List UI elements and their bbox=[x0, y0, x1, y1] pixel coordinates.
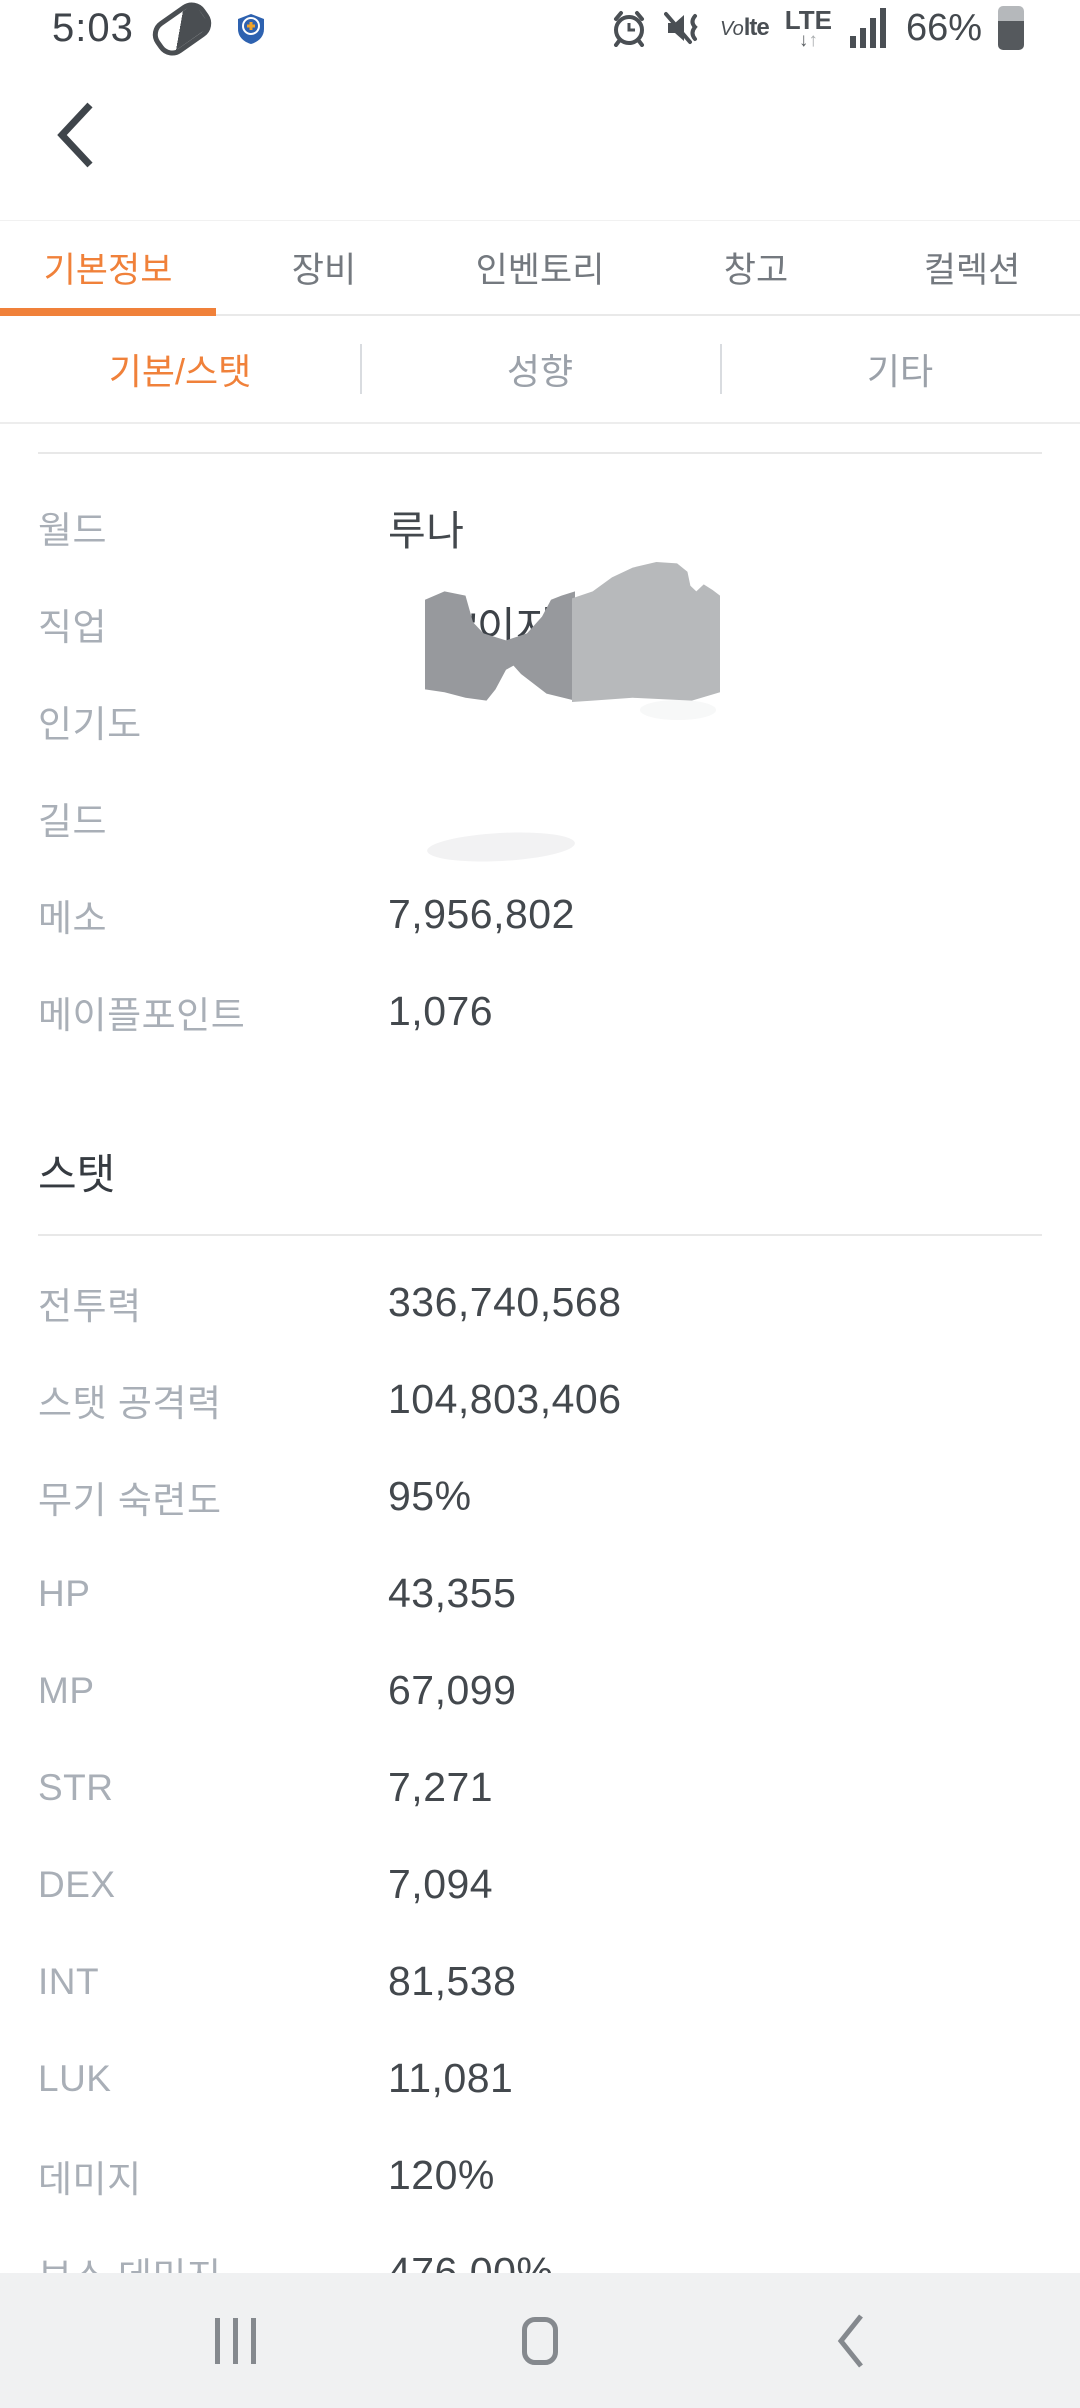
row-maple-point: 메이플포인트 1,076 bbox=[0, 963, 1080, 1060]
row-fame: 인기도 bbox=[0, 672, 1080, 769]
row-value: 루나 bbox=[388, 507, 465, 554]
row-int: INT 81,538 bbox=[0, 1933, 1080, 2030]
lte-network-icon: LTE ↓↑ bbox=[784, 4, 832, 51]
row-value: 81,538 bbox=[388, 1958, 517, 2004]
tab-inventory[interactable]: 인벤토리 bbox=[475, 251, 605, 290]
row-value: 43,355 bbox=[388, 1570, 517, 1616]
clock-time: 5:03 bbox=[52, 6, 134, 50]
subtab-basic-stats[interactable]: 기본/스탯 bbox=[108, 351, 252, 392]
home-icon bbox=[522, 2316, 558, 2365]
row-value: 104,803,406 bbox=[388, 1376, 622, 1422]
row-value: 67,099 bbox=[388, 1667, 517, 1713]
section-divider bbox=[38, 1234, 1042, 1236]
nav-back-button[interactable] bbox=[600, 2273, 1080, 2408]
nav-back-icon bbox=[837, 2313, 863, 2368]
row-label: LUK bbox=[38, 2057, 112, 2099]
recents-icon bbox=[215, 2317, 256, 2364]
status-bar: 5:03 Volte L bbox=[0, 0, 1080, 62]
subtab-tendency[interactable]: 성향 bbox=[506, 351, 574, 392]
back-button[interactable] bbox=[50, 97, 102, 173]
subtab-separator bbox=[720, 344, 722, 394]
section-divider bbox=[38, 452, 1042, 454]
row-mp: MP 67,099 bbox=[0, 1642, 1080, 1739]
basic-info-rows: 월드 루나 직업 인기도 길드 메소 7,956,802 메이플포인트 1,07… bbox=[0, 454, 1080, 1060]
row-value: 120% bbox=[388, 2152, 495, 2198]
row-label: DEX bbox=[38, 1863, 116, 1905]
row-label: 메소 bbox=[38, 897, 108, 939]
row-label: 길드 bbox=[38, 800, 108, 842]
home-button[interactable] bbox=[0, 2273, 1080, 2408]
row-label: 전투력 bbox=[38, 1285, 142, 1327]
row-label: 스탯 공격력 bbox=[38, 1382, 222, 1424]
row-value: 336,740,568 bbox=[388, 1279, 622, 1325]
row-label: 메이플포인트 bbox=[38, 994, 246, 1036]
subtab-separator bbox=[360, 344, 362, 394]
row-str: STR 7,271 bbox=[0, 1739, 1080, 1836]
character-info-content: 월드 루나 직업 인기도 길드 메소 7,956,802 메이플포인트 1,07… bbox=[0, 424, 1080, 2321]
page-header bbox=[0, 75, 1080, 220]
row-label: STR bbox=[38, 1766, 114, 1808]
selected-tab-underline bbox=[0, 308, 216, 316]
stats-rows: 전투력 336,740,568 스탯 공격력 104,803,406 무기 숙련… bbox=[0, 1236, 1080, 2321]
row-value: 95% bbox=[388, 1473, 472, 1519]
sub-tab-bar: 기본/스탯 성향 기타 bbox=[0, 316, 1080, 424]
row-label: INT bbox=[38, 1960, 100, 2002]
row-guild: 길드 bbox=[0, 769, 1080, 866]
android-navigation-bar bbox=[0, 2273, 1080, 2408]
alarm-icon bbox=[610, 9, 648, 47]
stats-section-title: 스탯 bbox=[38, 1151, 116, 1198]
mute-vibrate-icon bbox=[664, 10, 704, 46]
row-label: 인기도 bbox=[38, 703, 142, 745]
row-value: 11,081 bbox=[388, 2055, 514, 2101]
volte-icon: Volte bbox=[720, 14, 770, 41]
subtab-etc[interactable]: 기타 bbox=[866, 351, 934, 392]
tab-collection[interactable]: 컬렉션 bbox=[923, 251, 1021, 290]
row-dex: DEX 7,094 bbox=[0, 1836, 1080, 1933]
security-shield-icon bbox=[229, 7, 272, 50]
tab-equipment[interactable]: 장비 bbox=[291, 251, 357, 290]
row-label: 월드 bbox=[38, 509, 108, 551]
tab-storage[interactable]: 창고 bbox=[723, 251, 789, 290]
recents-button[interactable] bbox=[0, 2273, 480, 2408]
row-world: 월드 루나 bbox=[0, 478, 1080, 575]
row-hp: HP 43,355 bbox=[0, 1545, 1080, 1642]
tab-basic-info[interactable]: 기본정보 bbox=[43, 251, 173, 290]
row-label: HP bbox=[38, 1572, 91, 1614]
row-stat-attack: 스탯 공격력 104,803,406 bbox=[0, 1351, 1080, 1448]
row-value: 1,076 bbox=[388, 988, 494, 1034]
row-weapon-mastery: 무기 숙련도 95% bbox=[0, 1448, 1080, 1545]
pill-notification-icon bbox=[146, 0, 218, 62]
row-label: 데미지 bbox=[38, 2158, 142, 2200]
row-label: 직업 bbox=[38, 606, 108, 648]
battery-icon bbox=[998, 6, 1024, 50]
row-label: 무기 숙련도 bbox=[38, 1479, 222, 1521]
row-job: 직업 bbox=[0, 575, 1080, 672]
row-luk: LUK 11,081 bbox=[0, 2030, 1080, 2127]
row-damage: 데미지 120% bbox=[0, 2127, 1080, 2224]
row-meso: 메소 7,956,802 bbox=[0, 866, 1080, 963]
row-label: MP bbox=[38, 1669, 95, 1711]
battery-percent: 66% bbox=[905, 6, 982, 49]
row-value: 7,271 bbox=[388, 1764, 494, 1810]
main-tab-bar: 기본정보 장비 인벤토리 창고 컬렉션 bbox=[0, 220, 1080, 316]
row-value: 7,956,802 bbox=[388, 891, 575, 937]
row-value: 7,094 bbox=[388, 1861, 494, 1907]
row-combat-power: 전투력 336,740,568 bbox=[0, 1254, 1080, 1351]
signal-strength-icon bbox=[848, 6, 890, 50]
